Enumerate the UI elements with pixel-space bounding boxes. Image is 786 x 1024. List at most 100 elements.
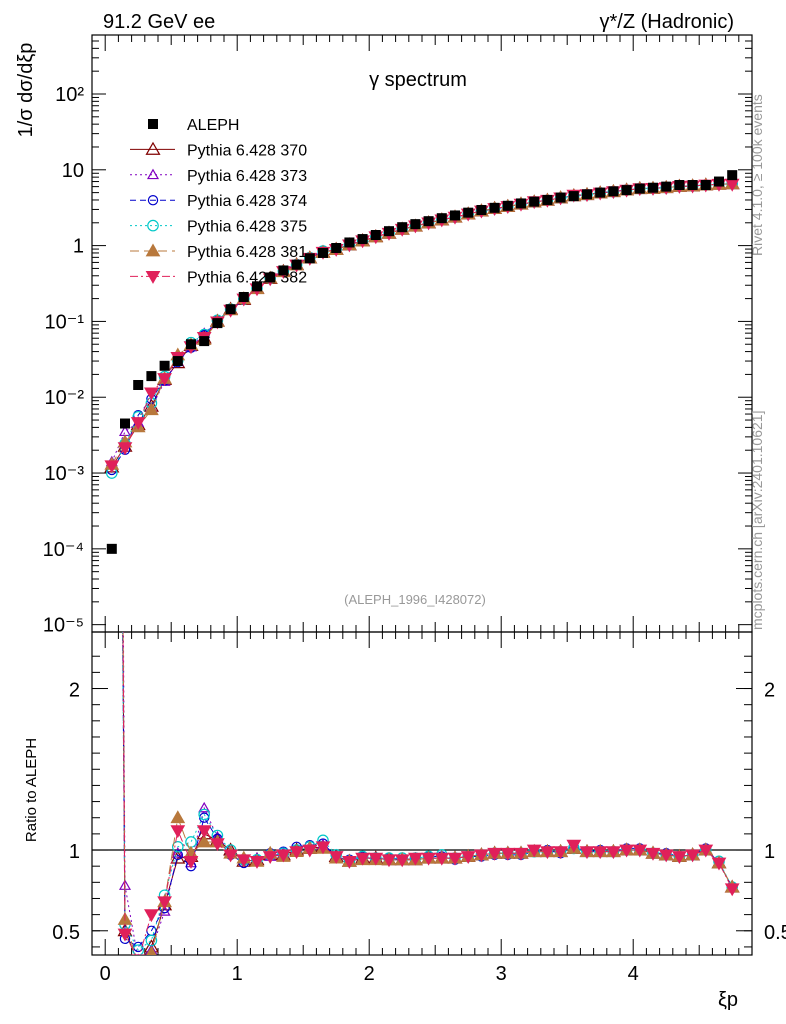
ratio-point-5 xyxy=(408,852,423,866)
aleph-point xyxy=(727,170,738,181)
ratio-point-5 xyxy=(474,849,489,863)
aleph-point xyxy=(186,339,196,350)
aleph-point xyxy=(159,360,170,371)
ratio-point-5 xyxy=(460,851,476,864)
ratio-point-5 xyxy=(685,849,700,863)
ratio-point-4 xyxy=(196,834,212,848)
mcplots-label: mcplots.cern.ch [arXiv:2401.10621] xyxy=(749,411,765,630)
ratio-frame xyxy=(91,631,753,956)
legend-marker-4 xyxy=(145,243,161,257)
spectrum-y-ticks: 10⁻⁵ 10⁻⁴ 10⁻³ 10⁻² 10⁻¹ 1 10 10² xyxy=(43,34,752,637)
aleph-point xyxy=(516,198,526,209)
ratio-point-5 xyxy=(500,847,516,861)
ratio-y-tick-label: 2 xyxy=(69,680,80,702)
aleph-point xyxy=(582,189,592,200)
aleph-point xyxy=(648,182,658,193)
y-tick-label: 10² xyxy=(55,84,84,106)
ratio-point-3 xyxy=(185,836,197,848)
ratio-x-ticks: 0 1 2 3 4 xyxy=(100,632,740,985)
ratio-point-5 xyxy=(606,846,621,860)
y-tick-label: 10 xyxy=(62,160,84,182)
ratio-point-5 xyxy=(183,855,199,869)
spectrum-y-label: 1/σ dσ/dξp xyxy=(15,43,37,138)
ratio-point-4 xyxy=(146,945,157,955)
y-tick-label: 10⁻² xyxy=(45,387,85,409)
ratio-x-tick-label: 1 xyxy=(232,963,243,985)
aleph-point xyxy=(172,356,183,367)
aleph-point xyxy=(291,259,302,270)
aleph-point xyxy=(357,234,368,245)
ratio-point-5 xyxy=(619,844,634,858)
ratio-point-3 xyxy=(198,808,210,821)
ratio-point-5 xyxy=(223,849,238,863)
ratio-point-5 xyxy=(487,847,502,861)
reference-label: (ALEPH_1996_I428072) xyxy=(344,592,486,607)
legend: ALEPH Pythia 6.428 370 Pythia 6.428 373 Pyt… xyxy=(130,117,307,286)
aleph-point xyxy=(318,247,328,258)
legend-label-5: Pythia 6.428 382 xyxy=(187,269,307,286)
ratio-point-5 xyxy=(276,849,291,863)
aleph-point xyxy=(106,543,117,554)
ratio-point-5 xyxy=(526,844,542,858)
y-tick-label: 10⁻¹ xyxy=(45,311,85,333)
ratio-y-label: Ratio to ALEPH xyxy=(23,738,40,842)
aleph-point xyxy=(568,191,579,202)
ratio-point-5 xyxy=(711,857,727,871)
ratio-point-3 xyxy=(172,840,184,853)
ratio-point-5 xyxy=(157,896,172,910)
sim-point-5 xyxy=(104,460,120,474)
sim-point-5 xyxy=(157,373,172,386)
spectrum-title: γ spectrum xyxy=(369,69,467,91)
legend-marker-0 xyxy=(145,141,161,155)
aleph-point xyxy=(476,204,487,215)
spectrum-data xyxy=(104,170,740,554)
aleph-point xyxy=(423,216,434,227)
aleph-point xyxy=(502,200,513,211)
ratio-point-5 xyxy=(724,883,740,897)
aleph-point xyxy=(555,192,566,203)
spectrum-panel: 10⁻⁵ 10⁻⁴ 10⁻³ 10⁻² 10⁻¹ 1 10 10² γ spectrum (A… xyxy=(15,34,753,637)
header-left-title: 91.2 GeV ee xyxy=(103,11,215,33)
aleph-point xyxy=(410,219,421,230)
aleph-point xyxy=(384,226,394,237)
ratio-point-5 xyxy=(328,851,344,864)
aleph-point xyxy=(674,180,685,191)
ratio-point-5 xyxy=(130,954,146,955)
ratio-point-5 xyxy=(672,851,687,864)
legend-marker-2 xyxy=(147,194,159,206)
ratio-y-ticks: 0.5 0.5 1 1 2 2 xyxy=(52,655,786,948)
aleph-point xyxy=(133,379,144,390)
aleph-point xyxy=(344,237,355,248)
aleph-point xyxy=(687,180,698,191)
aleph-point xyxy=(489,202,500,213)
ratio-line-3 xyxy=(121,632,733,951)
ratio-point-5 xyxy=(513,847,529,861)
legend-label-1: Pythia 6.428 373 xyxy=(187,168,307,185)
ratio-point-5 xyxy=(540,846,555,860)
aleph-point xyxy=(608,186,619,197)
ratio-x-tick-label: 0 xyxy=(100,963,111,985)
ratio-point-5 xyxy=(553,846,568,860)
ratio-point-5 xyxy=(632,844,648,858)
aleph-point xyxy=(331,242,342,253)
ratio-point-5 xyxy=(315,841,331,855)
aleph-point xyxy=(120,418,130,429)
ratio-point-5 xyxy=(394,854,410,868)
ratio-point-5 xyxy=(434,852,450,866)
aleph-point xyxy=(436,213,447,224)
ratio-x-tick-label: 2 xyxy=(364,963,375,985)
legend-label-2: Pythia 6.428 374 xyxy=(187,193,307,210)
legend-marker-3 xyxy=(147,219,159,232)
aleph-point xyxy=(199,336,210,347)
ratio-point-1 xyxy=(137,953,139,955)
aleph-point xyxy=(463,207,474,218)
y-tick-label: 10⁻⁴ xyxy=(43,539,84,561)
ratio-point-5 xyxy=(342,855,357,869)
rivet-version-label: Rivet 4.1.0, ≥ 100k events xyxy=(749,94,765,256)
aleph-point xyxy=(304,253,315,264)
ratio-point-5 xyxy=(447,852,463,866)
header-right-title: γ*/Z (Hadronic) xyxy=(600,11,734,33)
legend-label-4: Pythia 6.428 381 xyxy=(187,244,307,261)
aleph-point xyxy=(146,371,157,382)
